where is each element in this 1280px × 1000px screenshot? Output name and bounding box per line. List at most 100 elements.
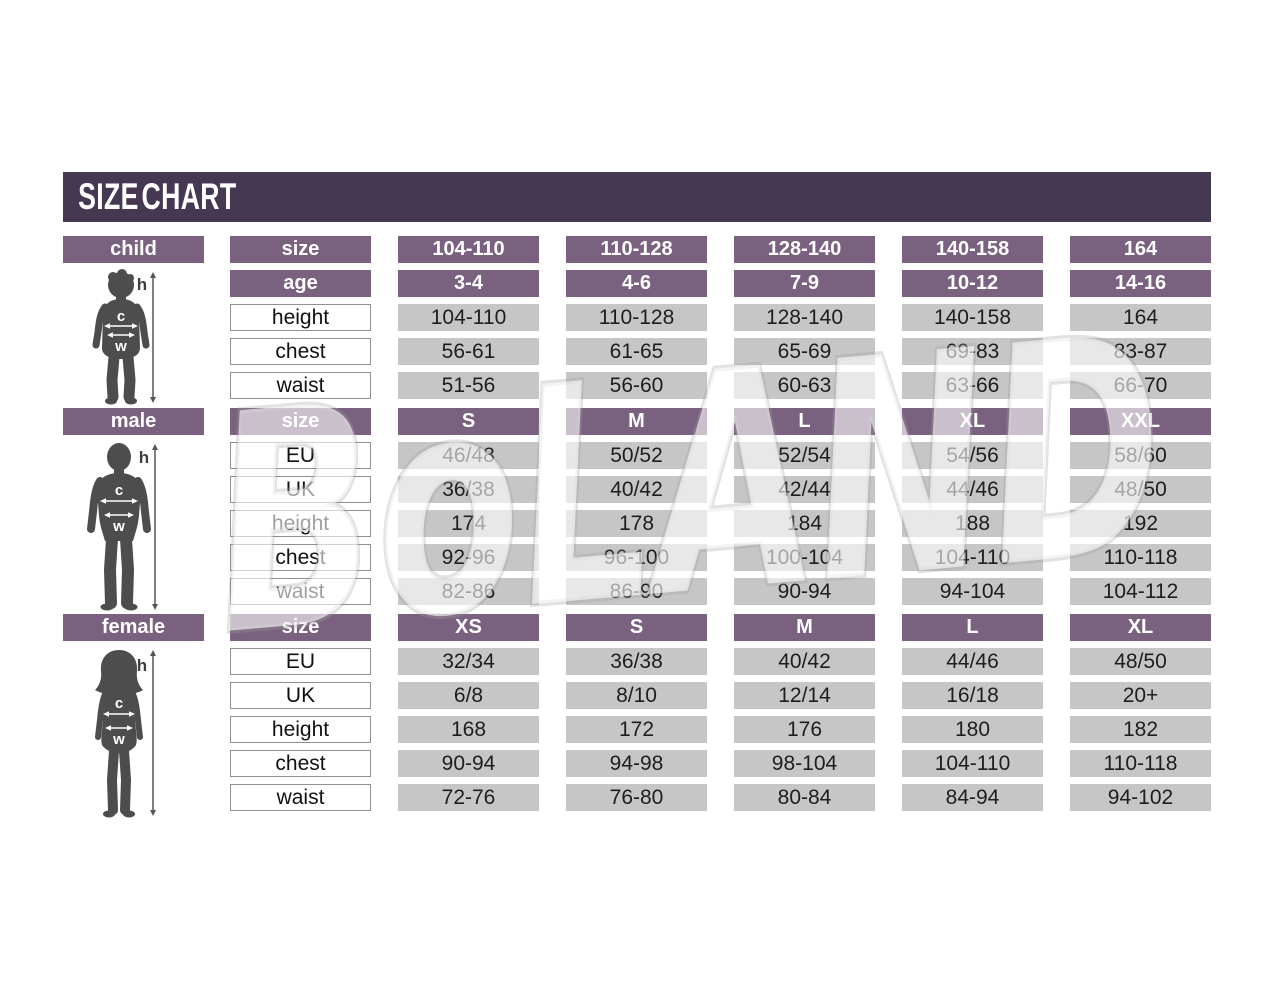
value-cell: 40/42 bbox=[566, 476, 707, 503]
chest-letter: c bbox=[114, 482, 122, 499]
value-cell: 42/44 bbox=[734, 476, 875, 503]
chest-letter: c bbox=[114, 695, 122, 712]
size-section: male bbox=[63, 408, 1211, 611]
size-section: female bbox=[63, 614, 1211, 818]
value-cell: 172 bbox=[566, 716, 707, 743]
value-cell: 63-66 bbox=[902, 372, 1043, 399]
male-figure-icon: c w h bbox=[86, 443, 158, 611]
section-label: male bbox=[63, 408, 204, 435]
table-row: size S M L XL XXL bbox=[230, 408, 1211, 435]
row-label: size bbox=[230, 408, 371, 435]
value-cell: 50/52 bbox=[566, 442, 707, 469]
waist-arrow-icon bbox=[104, 725, 133, 731]
table-row: size XS S M L XL bbox=[230, 614, 1211, 641]
chest-arrow-icon bbox=[99, 498, 138, 504]
value-cell: 168 bbox=[398, 716, 539, 743]
waist-letter: w bbox=[114, 338, 127, 355]
value-cell: 48/50 bbox=[1070, 476, 1211, 503]
value-cell: 98-104 bbox=[734, 750, 875, 777]
value-cell: 94-98 bbox=[566, 750, 707, 777]
size-header-cell: M bbox=[734, 614, 875, 641]
size-header-cell: 4-6 bbox=[566, 270, 707, 297]
child-figure-icon: c w h bbox=[92, 269, 156, 405]
row-label: EU bbox=[230, 648, 371, 675]
height-arrow-icon bbox=[149, 272, 156, 403]
row-label: height bbox=[230, 304, 371, 331]
section-rows: size S M L XL XXL EU 46/48 50/52 52/54 54/56 58/60 U… bbox=[230, 408, 1211, 605]
table-row: height 104-110 110-128 128-140 140-158 164 bbox=[230, 304, 1211, 331]
size-header-cell: M bbox=[566, 408, 707, 435]
value-cell: 94-104 bbox=[902, 578, 1043, 605]
section-label: female bbox=[63, 614, 204, 641]
size-header-cell: 110-128 bbox=[566, 236, 707, 263]
value-cell: 110-118 bbox=[1070, 544, 1211, 571]
size-header-cell: 140-158 bbox=[902, 236, 1043, 263]
row-label: chest bbox=[230, 338, 371, 365]
value-cell: 44/46 bbox=[902, 476, 1043, 503]
row-label: size bbox=[230, 614, 371, 641]
value-cell: 54/56 bbox=[902, 442, 1043, 469]
waist-arrow-icon bbox=[106, 332, 135, 338]
value-cell: 46/48 bbox=[398, 442, 539, 469]
section-first-column: child bbox=[63, 236, 204, 405]
value-cell: 110-118 bbox=[1070, 750, 1211, 777]
size-header-cell: 7-9 bbox=[734, 270, 875, 297]
row-label: height bbox=[230, 510, 371, 537]
size-header-cell: 14-16 bbox=[1070, 270, 1211, 297]
chest-letter: c bbox=[116, 308, 124, 325]
value-cell: 72-76 bbox=[398, 784, 539, 811]
value-cell: 69-83 bbox=[902, 338, 1043, 365]
value-cell: 83-87 bbox=[1070, 338, 1211, 365]
table-row: height 168 172 176 180 182 bbox=[230, 716, 1211, 743]
value-cell: 128-140 bbox=[734, 304, 875, 331]
size-header-cell: S bbox=[398, 408, 539, 435]
table-row: UK 6/8 8/10 12/14 16/18 20+ bbox=[230, 682, 1211, 709]
value-cell: 16/18 bbox=[902, 682, 1043, 709]
chest-arrow-icon bbox=[103, 323, 138, 329]
row-label: UK bbox=[230, 682, 371, 709]
size-tables: child bbox=[63, 236, 1211, 820]
value-cell: 61-65 bbox=[566, 338, 707, 365]
value-cell: 80-84 bbox=[734, 784, 875, 811]
value-cell: 84-94 bbox=[902, 784, 1043, 811]
value-cell: 164 bbox=[1070, 304, 1211, 331]
table-row: size 104-110 110-128 128-140 140-158 164 bbox=[230, 236, 1211, 263]
value-cell: 178 bbox=[566, 510, 707, 537]
value-cell: 100-104 bbox=[734, 544, 875, 571]
size-header-cell: 10-12 bbox=[902, 270, 1043, 297]
height-arrow-icon bbox=[151, 444, 158, 610]
row-label: age bbox=[230, 270, 371, 297]
value-cell: 65-69 bbox=[734, 338, 875, 365]
value-cell: 58/60 bbox=[1070, 442, 1211, 469]
value-cell: 182 bbox=[1070, 716, 1211, 743]
value-cell: 56-60 bbox=[566, 372, 707, 399]
size-header-cell: 164 bbox=[1070, 236, 1211, 263]
row-label: waist bbox=[230, 372, 371, 399]
value-cell: 8/10 bbox=[566, 682, 707, 709]
row-label: size bbox=[230, 236, 371, 263]
size-header-cell: XS bbox=[398, 614, 539, 641]
value-cell: 76-80 bbox=[566, 784, 707, 811]
size-header-cell: L bbox=[734, 408, 875, 435]
height-letter: h bbox=[136, 275, 146, 294]
value-cell: 51-56 bbox=[398, 372, 539, 399]
row-label: EU bbox=[230, 442, 371, 469]
value-cell: 90-94 bbox=[734, 578, 875, 605]
value-cell: 188 bbox=[902, 510, 1043, 537]
table-row: chest 56-61 61-65 65-69 69-83 83-87 bbox=[230, 338, 1211, 365]
value-cell: 36/38 bbox=[566, 648, 707, 675]
value-cell: 140-158 bbox=[902, 304, 1043, 331]
size-header-cell: XL bbox=[902, 408, 1043, 435]
value-cell: 174 bbox=[398, 510, 539, 537]
size-header-cell: L bbox=[902, 614, 1043, 641]
value-cell: 56-61 bbox=[398, 338, 539, 365]
section-first-column: male bbox=[63, 408, 204, 611]
value-cell: 96-100 bbox=[566, 544, 707, 571]
value-cell: 94-102 bbox=[1070, 784, 1211, 811]
row-label: height bbox=[230, 716, 371, 743]
page-title: SIZE CHART bbox=[78, 176, 237, 217]
waist-letter: w bbox=[112, 518, 125, 535]
size-header-cell: 104-110 bbox=[398, 236, 539, 263]
chest-arrow-icon bbox=[102, 711, 135, 717]
row-label: waist bbox=[230, 578, 371, 605]
